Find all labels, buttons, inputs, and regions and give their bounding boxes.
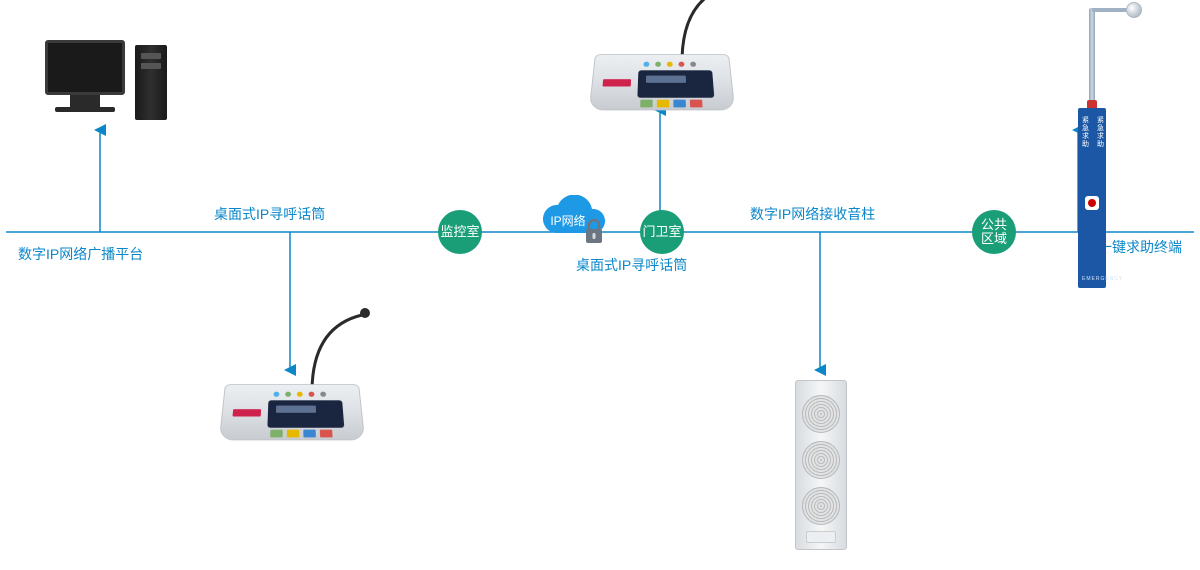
cloud-icon: IP网络: [534, 195, 614, 253]
pc-tower-icon: [135, 45, 167, 120]
speaker-driver-icon: [802, 441, 840, 479]
gooseneck-mic-icon: [677, 0, 757, 57]
speaker-driver-icon: [802, 487, 840, 525]
monitor-icon: [45, 40, 125, 95]
console-buttons: [270, 430, 332, 438]
label-speaker-column: 数字IP网络接收音柱: [750, 204, 875, 224]
badge-label: 监控室: [440, 225, 479, 239]
cloud-text: IP网络: [550, 213, 585, 228]
badge-label: 公共 区域: [981, 218, 1007, 247]
console-leds: [643, 62, 696, 67]
console-logo: [232, 409, 261, 416]
console-screen: [637, 70, 714, 97]
speaker-driver-icon: [802, 395, 840, 433]
pillar-body: 紧急求助 紧急求助 EMERGENCY: [1078, 108, 1106, 288]
badge-public-area: 公共 区域: [972, 210, 1016, 254]
device-paging-mic-top: [592, 50, 732, 112]
device-computer-workstation: [45, 40, 125, 112]
pillar-pole: [1089, 8, 1095, 108]
console-leds: [273, 392, 326, 397]
console-buttons: [640, 100, 702, 108]
beacon-light-icon: [1087, 100, 1097, 108]
badge-label: 门卫室: [642, 225, 681, 239]
device-emergency-help-pillar: 紧急求助 紧急求助 EMERGENCY: [1062, 8, 1122, 288]
dome-camera-icon: [1126, 2, 1142, 18]
console-body: [219, 384, 365, 440]
label-platform: 数字IP网络广播平台: [18, 244, 143, 264]
badge-guard-room: 门卫室: [640, 210, 684, 254]
label-paging-mic-center: 桌面式IP寻呼话筒: [576, 255, 687, 275]
badge-monitor-room: 监控室: [438, 210, 482, 254]
emergency-button-icon: [1085, 196, 1099, 210]
gooseneck-mic-icon: [307, 307, 387, 387]
ip-network-cloud: IP网络: [534, 195, 614, 258]
label-paging-mic-left: 桌面式IP寻呼话筒: [214, 204, 325, 224]
console-logo: [602, 79, 631, 86]
speaker-nameplate: [806, 531, 836, 543]
console-screen: [267, 400, 344, 427]
device-column-speaker: [795, 380, 847, 550]
pillar-text-right: 紧急求助: [1094, 116, 1104, 148]
console-body: [589, 54, 735, 110]
pillar-text-left: 紧急求助: [1080, 116, 1090, 148]
speaker-body: [795, 380, 847, 550]
monitor-stand: [70, 95, 100, 107]
monitor-base: [55, 107, 115, 112]
device-paging-mic-bottom: [222, 380, 362, 442]
pillar-lower-text: EMERGENCY: [1082, 277, 1102, 283]
